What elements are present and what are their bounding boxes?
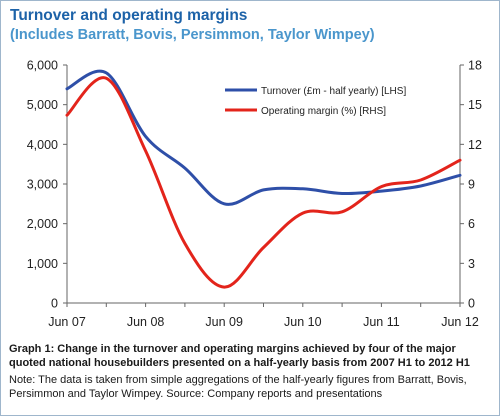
chart-title: Turnover and operating margins bbox=[10, 7, 248, 24]
left-tick-label: 0 bbox=[51, 297, 58, 311]
legend-label-margin: Operating margin (%) [RHS] bbox=[261, 106, 386, 117]
x-tick-label: Jun 12 bbox=[441, 315, 479, 329]
left-tick-label: 2,000 bbox=[27, 217, 58, 231]
series-operating-margin bbox=[65, 76, 462, 289]
right-tick-label: 18 bbox=[468, 59, 482, 73]
right-tick-label: 9 bbox=[468, 178, 475, 192]
figure-note: Note: The data is taken from simple aggr… bbox=[9, 374, 467, 400]
chart-legend: Turnover (£m - half yearly) [LHS] Operat… bbox=[225, 86, 406, 117]
x-tick-label: Jun 07 bbox=[48, 315, 86, 329]
right-tick-label: 0 bbox=[468, 297, 475, 311]
right-tick-label: 6 bbox=[468, 217, 475, 231]
x-tick-label: Jun 10 bbox=[284, 315, 322, 329]
right-tick-label: 3 bbox=[468, 257, 475, 271]
right-tick-label: 12 bbox=[468, 138, 482, 152]
right-tick-label: 15 bbox=[468, 98, 482, 112]
left-tick-label: 1,000 bbox=[27, 257, 58, 271]
right-axis-ticks: 0 3 6 9 12 15 18 bbox=[460, 59, 482, 311]
left-tick-label: 6,000 bbox=[27, 59, 58, 73]
left-tick-label: 3,000 bbox=[27, 178, 58, 192]
series-operating-margin-line bbox=[65, 76, 462, 289]
x-tick-label: Jun 09 bbox=[205, 315, 243, 329]
line-chart: 0 1,000 2,000 3,000 4,000 5,000 6,000 0 3 6 9 12 15… bbox=[27, 59, 482, 330]
series-layer bbox=[65, 69, 462, 289]
figure-caption: Graph 1: Change in the turnover and oper… bbox=[9, 343, 470, 369]
legend-label-turnover: Turnover (£m - half yearly) [LHS] bbox=[261, 86, 406, 97]
series-turnover bbox=[65, 69, 462, 206]
x-tick-label: Jun 11 bbox=[363, 315, 400, 329]
left-axis-ticks: 0 1,000 2,000 3,000 4,000 5,000 6,000 bbox=[27, 59, 67, 311]
x-axis-ticks: Jun 07 Jun 08 Jun 09 Jun 10 Jun 11 Jun 12 bbox=[48, 303, 479, 329]
left-tick-label: 4,000 bbox=[27, 138, 58, 152]
chart-subtitle: (Includes Barratt, Bovis, Persimmon, Tay… bbox=[10, 27, 375, 43]
x-tick-label: Jun 08 bbox=[127, 315, 165, 329]
series-turnover-line bbox=[65, 69, 462, 206]
left-tick-label: 5,000 bbox=[27, 98, 58, 112]
